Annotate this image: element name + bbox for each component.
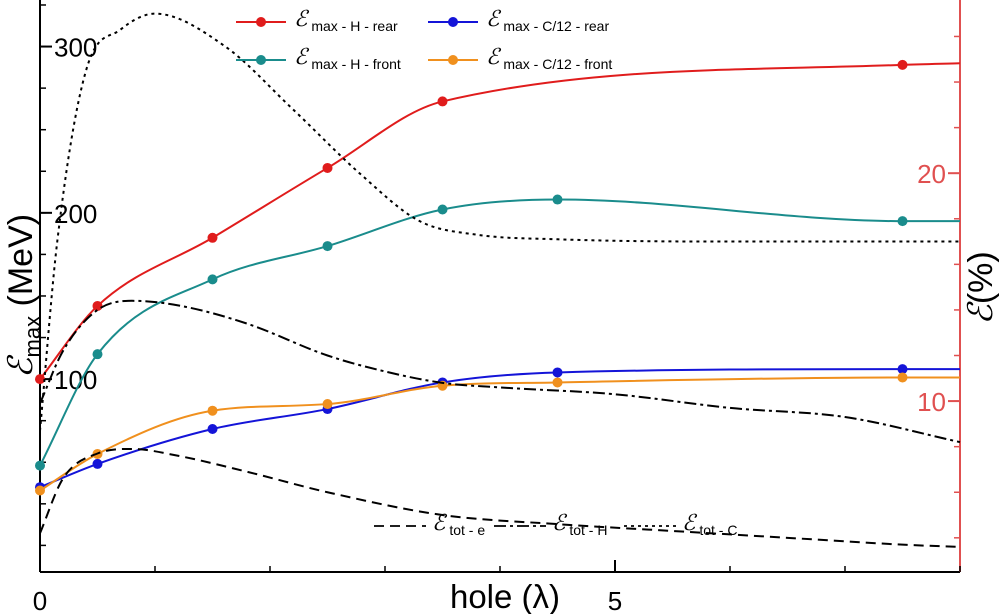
point-max-c-12-front (207, 405, 218, 416)
point-max-h-rear (897, 59, 908, 70)
y-axis-right-label: ℰ(%) (961, 251, 1000, 324)
axes (39, 0, 961, 573)
series-line-max-h-rear (39, 62, 961, 380)
y-right-symbol: ℰ (961, 301, 1000, 325)
series-line-tot-h (39, 299, 961, 444)
y-left-symbol: ℰ (1, 354, 41, 378)
series-line-tot-e (39, 447, 961, 548)
point-max-h-rear (437, 96, 448, 107)
legend-symbol: ℰ (486, 7, 502, 32)
legend-subscript: max - H - front (311, 56, 401, 72)
y-axis-left-label: ℰmax (MeV) (1, 214, 45, 378)
series-line-max-c-12-rear (39, 368, 960, 489)
y-right-unit: (%) (962, 251, 1000, 304)
legend-subscript: tot - C (699, 522, 737, 538)
series-line-max-c-12-front (39, 376, 960, 492)
point-max-h-front (897, 216, 908, 227)
legend-subscript: tot - e (449, 522, 485, 538)
point-max-h-rear (207, 232, 218, 243)
x-axis-label: hole (λ) (450, 578, 560, 614)
y-left-unit: (MeV) (2, 214, 40, 316)
legend-symbol: ℰ (294, 7, 310, 32)
legend-swatch-marker (256, 17, 266, 27)
point-max-h-rear (35, 374, 45, 385)
point-max-c-12-rear (897, 364, 908, 375)
legend-subscript: max - H - rear (311, 18, 398, 34)
legend-subscript: max - C/12 - rear (503, 18, 609, 34)
series-line-tot-c (39, 12, 960, 431)
point-max-h-rear (322, 162, 333, 173)
series-line-max-h-front (39, 198, 960, 467)
point-max-c-12-front (322, 399, 333, 410)
y-left-sub: max (20, 316, 45, 358)
point-max-h-front (437, 204, 448, 215)
y-right-tick-label: 10 (917, 387, 946, 417)
legend-symbol: ℰ (486, 45, 502, 70)
point-max-c-12-front (35, 485, 45, 496)
y-left-tick-label: 300 (54, 33, 97, 63)
point-max-h-front (207, 274, 218, 285)
point-max-h-front (552, 194, 563, 205)
legend-swatch-marker (448, 55, 458, 65)
legend-symbol: ℰ (432, 511, 448, 536)
point-max-c-12-rear (207, 424, 218, 434)
legend-symbol: ℰ (294, 45, 310, 70)
legend-subscript: max - C/12 - front (503, 56, 612, 72)
point-max-c-12-front (897, 372, 908, 383)
legend-symbol: ℰ (682, 511, 698, 536)
y-right-tick-label: 20 (917, 159, 946, 189)
legend-swatch-marker (256, 55, 266, 65)
legend-swatch-marker (448, 17, 458, 27)
point-max-c-12-rear (92, 458, 103, 469)
legend-subscript: tot - H (569, 522, 607, 538)
x-tick-label: 0 (33, 586, 47, 614)
point-max-c-12-rear (552, 367, 563, 378)
point-max-h-front (322, 241, 333, 252)
point-max-h-front (35, 460, 45, 471)
series (35, 12, 961, 548)
point-max-h-rear (92, 300, 103, 311)
point-max-c-12-front (552, 377, 563, 388)
point-max-h-front (92, 349, 103, 360)
x-tick-label: 5 (608, 586, 622, 614)
legend-symbol: ℰ (552, 511, 568, 536)
